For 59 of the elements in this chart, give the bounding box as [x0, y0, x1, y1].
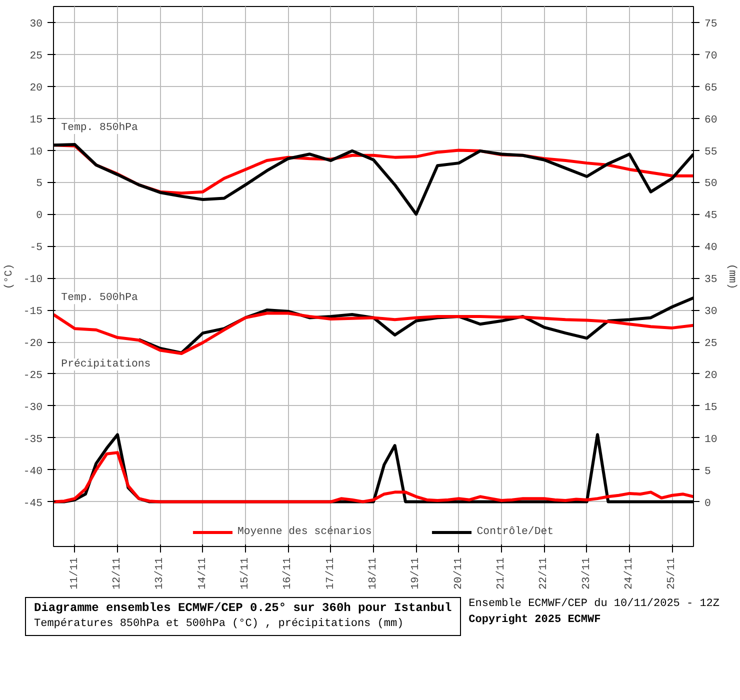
y-tick-label: 30 — [30, 18, 43, 30]
y-tick-label: -35 — [23, 434, 43, 446]
text: Diagramme ensembles ECMWF/CEP 0.25° sur 360h pour Istanbul — [34, 600, 452, 617]
y2-tick-label: 5 — [704, 466, 711, 478]
y2-tick-label: 0 — [704, 498, 711, 510]
y2-tick-label: 15 — [704, 402, 718, 414]
y2-tick-label: 60 — [704, 114, 718, 126]
annotation: Temp. 850hPa — [61, 122, 139, 134]
x-tick-label: 22/11 — [538, 557, 550, 590]
y-tick-label: -30 — [23, 402, 43, 414]
x-tick-label: 14/11 — [196, 557, 209, 590]
text: Copyright 2025 ECMWF — [468, 612, 602, 628]
y-tick-label: -10 — [23, 274, 43, 286]
y-tick-label: 0 — [36, 210, 43, 222]
y-tick-label: 25 — [30, 50, 43, 62]
line-series — [54, 312, 694, 356]
y-tick-label: -45 — [23, 498, 43, 510]
x-tick-label: 19/11 — [410, 557, 422, 590]
legend-label: Contrôle/Det — [476, 526, 554, 538]
y2-tick-label: 25 — [704, 338, 718, 350]
y2-tick-label: 75 — [704, 18, 718, 30]
y2-tick-label: 35 — [704, 274, 718, 286]
y-tick-label: 5 — [36, 178, 43, 190]
y-tick-label: -15 — [23, 306, 43, 318]
y-tick-label: -25 — [23, 370, 43, 382]
y2-tick-label: 10 — [704, 434, 718, 446]
x-tick-label: 18/11 — [368, 557, 380, 590]
y2-axis-title: (mm) — [725, 264, 738, 290]
x-tick-label: 15/11 — [240, 557, 252, 590]
y-tick-label: 10 — [30, 146, 43, 158]
y-axis-title: (°C) — [3, 264, 16, 290]
x-tick-label: 20/11 — [452, 557, 465, 590]
y2-tick-label: 55 — [704, 146, 718, 158]
y-tick-label: 15 — [30, 114, 43, 126]
x-tick-label: 16/11 — [282, 557, 294, 590]
x-tick-label: 17/11 — [324, 557, 337, 590]
x-tick-label: 25/11 — [666, 557, 678, 590]
text: Ensemble ECMWF/CEP du 10/11/2025 - 12Z — [468, 597, 720, 612]
y2-tick-label: 65 — [704, 82, 718, 94]
y2-tick-label: 40 — [704, 242, 718, 254]
x-tick-label: 12/11 — [112, 557, 124, 590]
y-tick-label: -20 — [23, 338, 43, 350]
x-tick-label: 23/11 — [580, 557, 593, 590]
y-tick-label: 20 — [30, 82, 43, 94]
y2-tick-label: 70 — [704, 50, 718, 62]
y2-tick-label: 45 — [704, 210, 718, 222]
y-tick-label: -5 — [30, 242, 43, 254]
text: Températures 850hPa et 500hPa (°C) , précipitations (mm) — [34, 617, 405, 632]
annotation: Temp. 500hPa — [61, 292, 139, 304]
x-tick-label: 24/11 — [624, 557, 636, 590]
annotation: Précipitations — [61, 358, 151, 371]
y-tick-label: -40 — [23, 466, 43, 478]
x-tick-label: 11/11 — [68, 557, 81, 590]
y2-tick-label: 20 — [704, 370, 718, 382]
y2-tick-label: 30 — [704, 306, 718, 318]
legend-label: Moyenne des scénarios — [237, 526, 372, 538]
x-tick-label: 21/11 — [496, 557, 508, 590]
x-tick-label: 13/11 — [154, 557, 166, 590]
y2-tick-label: 50 — [704, 178, 718, 190]
